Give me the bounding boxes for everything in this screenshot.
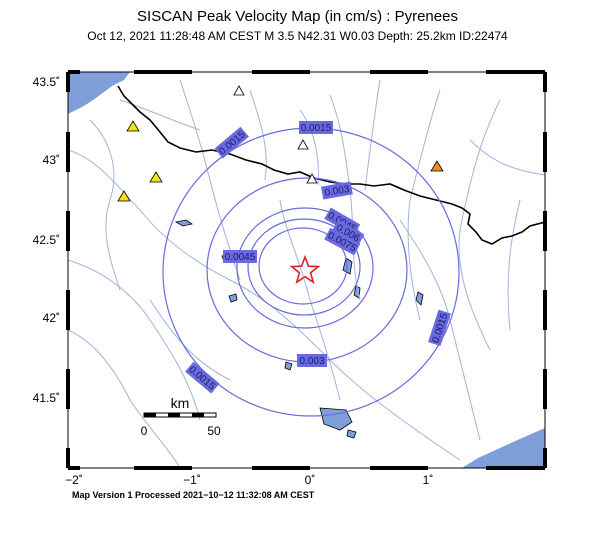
scale-min: 0 [141,424,148,438]
yellow-triangle-icon [149,171,163,183]
map-title: SISCAN Peak Velocity Map (in cm/s) : Pyr… [137,8,458,25]
reservoir-9 [346,429,357,439]
scale-unit: km [171,395,190,411]
contour-0.0075 [258,227,348,305]
stations [117,85,444,202]
lat-label: 43˚ [43,153,60,167]
contour-0.0045 [236,207,374,329]
reservoir-8 [319,407,353,431]
lon-label: 1˚ [423,473,434,487]
lon-label: 0˚ [305,473,316,487]
map-footer: Map Version 1 Processed 2021−10−12 11:32… [72,490,315,500]
mediterranean-water [462,428,545,468]
reservoir-1 [174,219,194,227]
lon-label: −1˚ [183,473,201,487]
yellow-triangle-icon [117,190,131,202]
contour-label: 0.0015 [301,123,332,134]
white-triangle-icon [306,173,318,184]
contour-label: 0.003 [299,356,324,367]
orange-triangle-icon [430,160,444,172]
lat-label: 42˚ [43,311,60,325]
lon-label: −2˚ [65,473,83,487]
contour-0.006 [247,218,361,316]
contour-labels: 0.0015 0.0015 0.0015 0.0015 0.003 0.003 [185,121,451,394]
lat-label: 41.5˚ [33,391,60,405]
scale-max: 50 [207,424,221,438]
lat-label: 42.5˚ [33,233,60,247]
lat-label: 43.5˚ [33,75,60,89]
yellow-triangle-icon [126,120,140,132]
reservoir-7 [284,361,293,371]
map-frame [66,70,547,470]
contour-label: 0.003 [324,184,351,199]
contour-label: 0.0045 [225,252,256,263]
map-background [68,72,545,468]
bay-of-biscay-water [68,72,130,114]
scale-bar: km 0 50 [141,395,221,438]
white-triangle-icon [297,139,309,150]
reservoir-6 [415,291,424,306]
map-subtitle: Oct 12, 2021 11:28:48 AM CEST M 3.5 N42.… [87,29,508,43]
white-triangle-icon [233,85,245,96]
reservoir-3 [228,293,238,303]
epicenter-star-icon [289,254,321,285]
